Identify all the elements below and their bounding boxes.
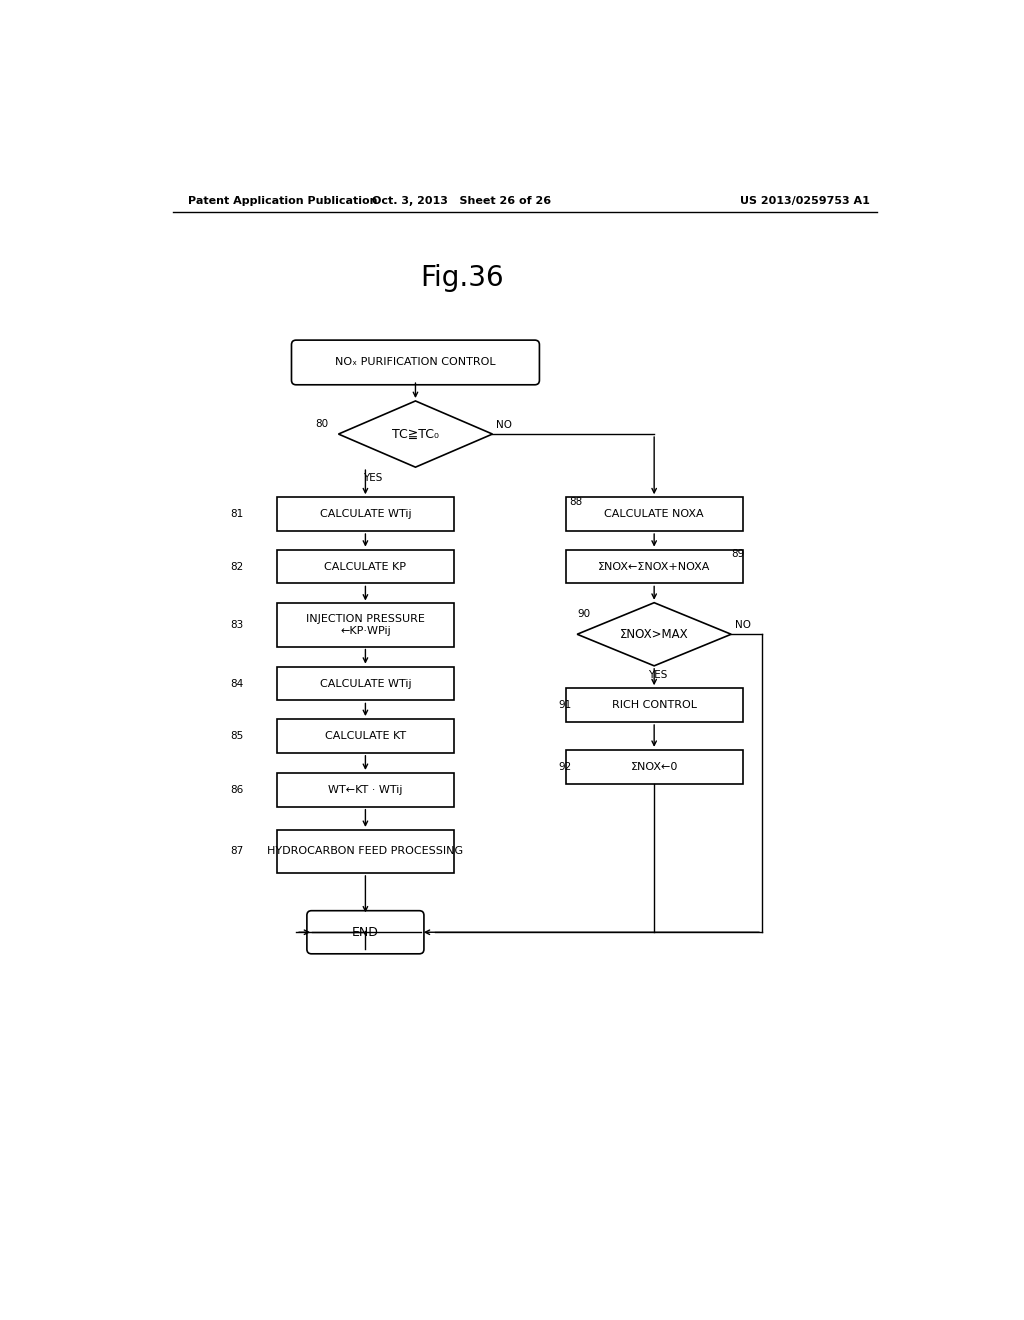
Bar	[565, 549, 742, 583]
Text: 84: 84	[230, 678, 244, 689]
Text: 90: 90	[578, 610, 590, 619]
Bar	[276, 830, 454, 873]
Text: 83: 83	[230, 620, 244, 630]
Bar	[276, 603, 454, 647]
Text: CALCULATE WTij: CALCULATE WTij	[319, 510, 412, 519]
Text: 81: 81	[230, 510, 244, 519]
Text: 85: 85	[230, 731, 244, 741]
Bar	[565, 750, 742, 784]
Text: 91: 91	[558, 700, 571, 710]
Text: US 2013/0259753 A1: US 2013/0259753 A1	[740, 195, 869, 206]
Text: INJECTION PRESSURE
←KP·WPij: INJECTION PRESSURE ←KP·WPij	[306, 614, 425, 636]
Bar	[276, 774, 454, 807]
FancyBboxPatch shape	[307, 911, 424, 954]
Text: CALCULATE KT: CALCULATE KT	[325, 731, 406, 741]
Polygon shape	[339, 401, 493, 467]
Text: ΣNOX←ΣNOX+NOXA: ΣNOX←ΣNOX+NOXA	[598, 561, 711, 572]
Bar	[276, 498, 454, 531]
Text: END: END	[352, 925, 379, 939]
Text: 86: 86	[230, 785, 244, 795]
Text: CALCULATE WTij: CALCULATE WTij	[319, 678, 412, 689]
Polygon shape	[578, 603, 731, 665]
Text: 92: 92	[558, 762, 571, 772]
Text: 80: 80	[315, 418, 329, 429]
Text: 82: 82	[230, 561, 244, 572]
Bar	[276, 667, 454, 701]
Text: ΣNOX>MAX: ΣNOX>MAX	[620, 628, 688, 640]
Bar	[565, 688, 742, 722]
Text: YES: YES	[648, 671, 668, 680]
Text: ΣNOX←0: ΣNOX←0	[631, 762, 678, 772]
Text: Fig.36: Fig.36	[420, 264, 504, 292]
Text: 87: 87	[230, 846, 244, 857]
Text: 88: 88	[569, 496, 583, 507]
Text: WT←KT · WTij: WT←KT · WTij	[328, 785, 402, 795]
Bar	[565, 498, 742, 531]
Text: TC≧TC₀: TC≧TC₀	[392, 428, 439, 441]
Bar	[276, 719, 454, 752]
Text: NO: NO	[497, 420, 512, 430]
Text: NOₓ PURIFICATION CONTROL: NOₓ PURIFICATION CONTROL	[335, 358, 496, 367]
Text: HYDROCARBON FEED PROCESSING: HYDROCARBON FEED PROCESSING	[267, 846, 464, 857]
Text: YES: YES	[364, 474, 383, 483]
Bar	[276, 549, 454, 583]
Text: CALCULATE KP: CALCULATE KP	[325, 561, 407, 572]
Text: RICH CONTROL: RICH CONTROL	[611, 700, 696, 710]
Text: Patent Application Publication: Patent Application Publication	[188, 195, 378, 206]
Text: CALCULATE NOXA: CALCULATE NOXA	[604, 510, 703, 519]
Text: NO: NO	[735, 620, 751, 631]
Text: Oct. 3, 2013   Sheet 26 of 26: Oct. 3, 2013 Sheet 26 of 26	[372, 195, 551, 206]
FancyBboxPatch shape	[292, 341, 540, 385]
Text: 89: 89	[731, 549, 744, 560]
